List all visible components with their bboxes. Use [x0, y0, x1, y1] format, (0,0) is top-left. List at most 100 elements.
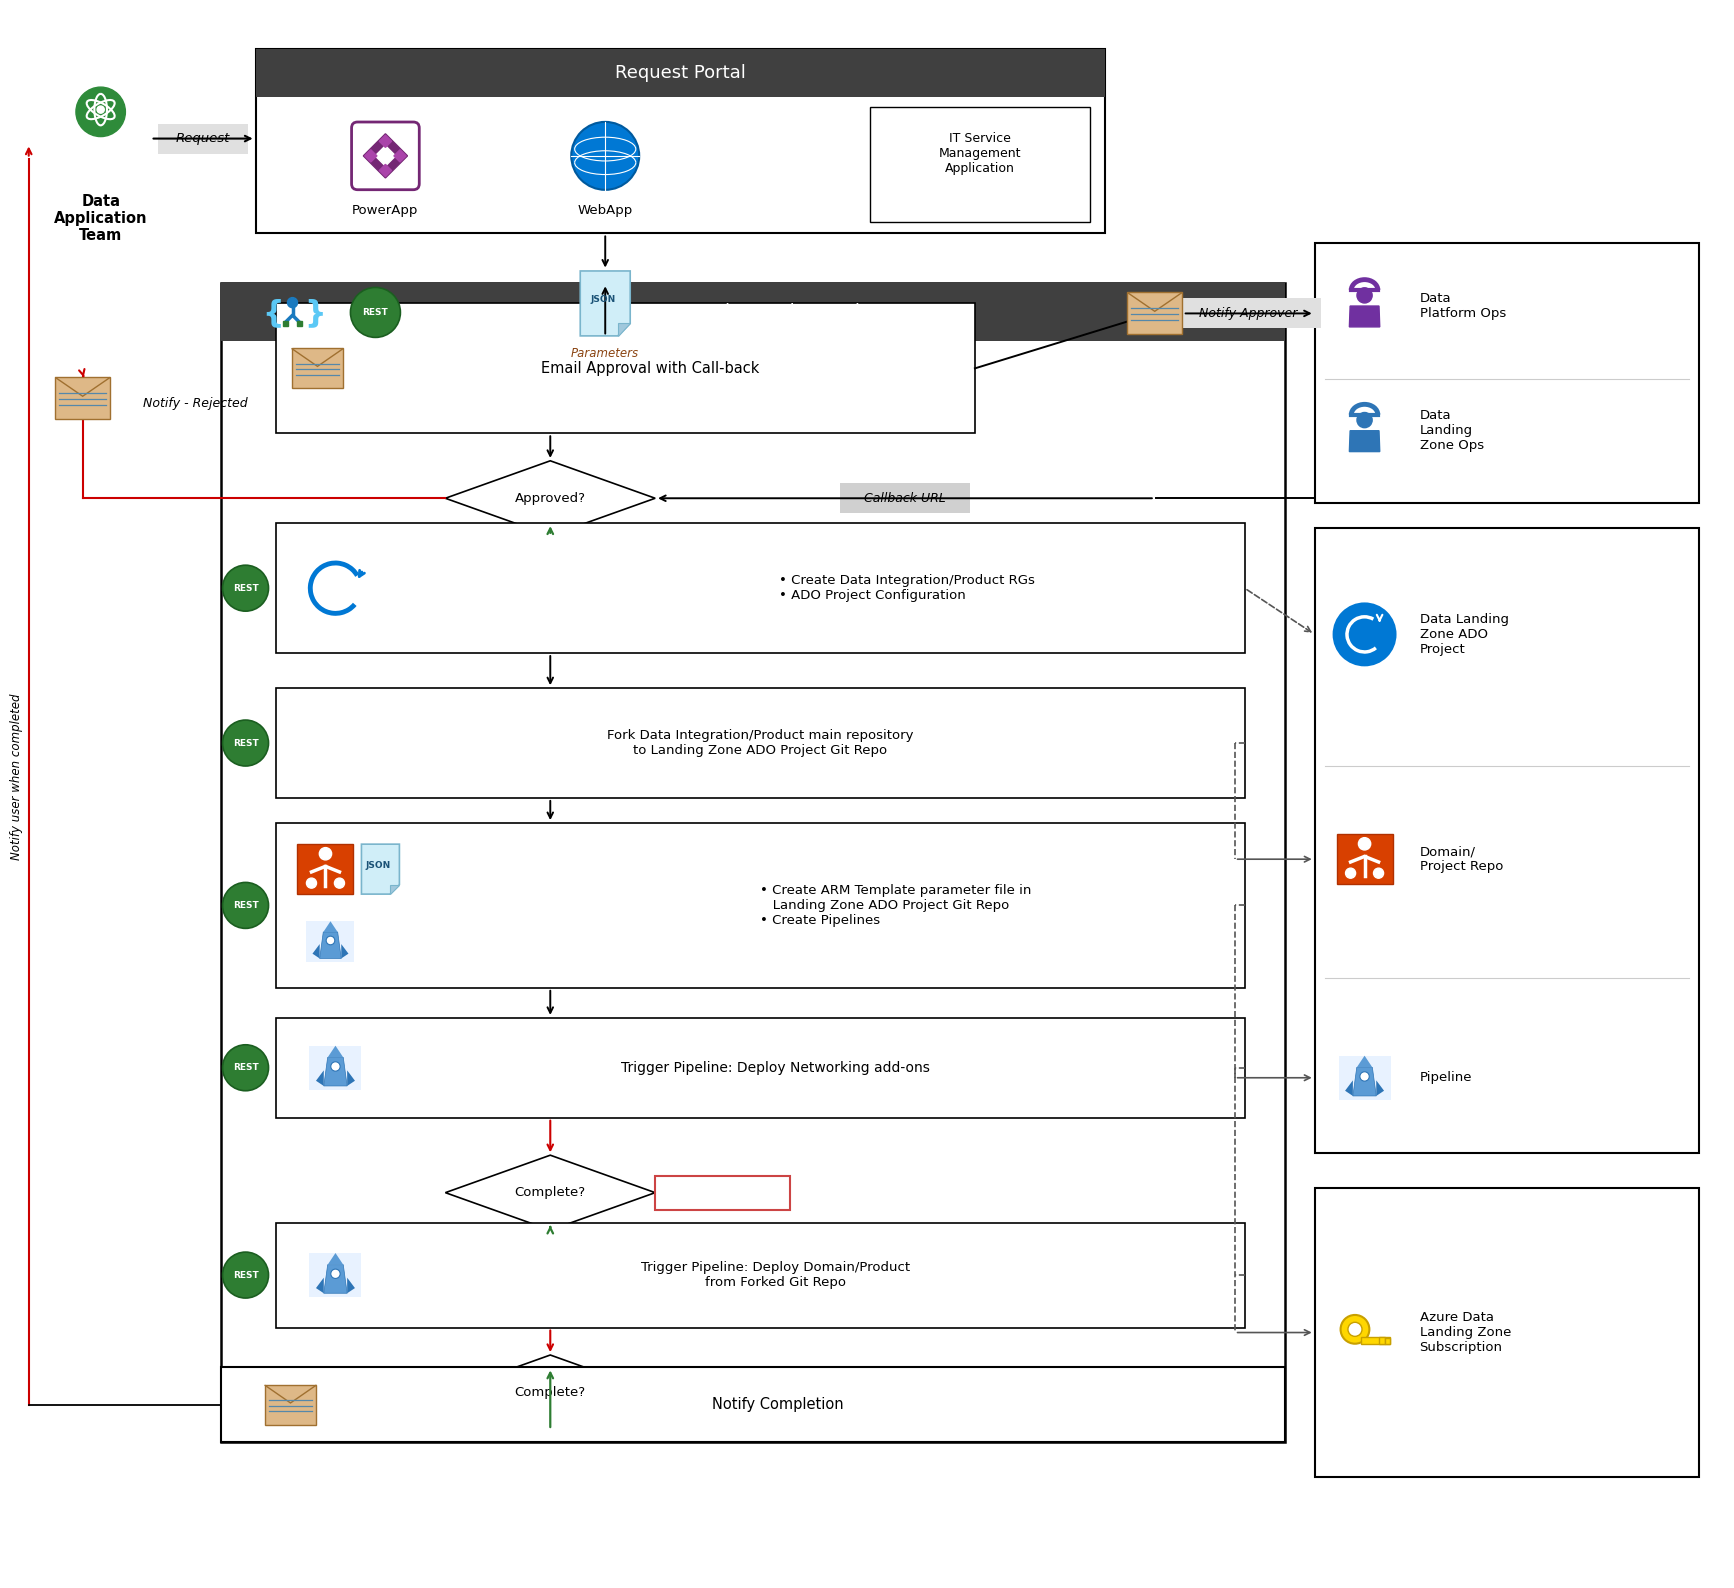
- Polygon shape: [1346, 1080, 1353, 1096]
- Text: PowerApp: PowerApp: [352, 205, 418, 218]
- Text: Data
Application
Team: Data Application Team: [54, 194, 147, 243]
- FancyBboxPatch shape: [297, 321, 302, 327]
- Circle shape: [1373, 869, 1384, 878]
- Polygon shape: [617, 324, 629, 337]
- Text: REST: REST: [362, 308, 388, 318]
- Polygon shape: [361, 845, 399, 894]
- Circle shape: [288, 297, 298, 308]
- Polygon shape: [1349, 306, 1380, 327]
- Circle shape: [331, 1269, 340, 1278]
- Text: • Create ARM Template parameter file in
   Landing Zone ADO Project Git Repo
• C: • Create ARM Template parameter file in …: [759, 885, 1032, 927]
- FancyBboxPatch shape: [255, 49, 1105, 97]
- Text: {: {: [262, 299, 284, 327]
- FancyBboxPatch shape: [307, 921, 354, 962]
- Circle shape: [307, 878, 317, 888]
- Text: Notify - Rejected: Notify - Rejected: [142, 397, 248, 410]
- Text: Fork Data Integration/Product main repository
to Landing Zone ADO Project Git Re: Fork Data Integration/Product main repos…: [607, 729, 914, 757]
- Polygon shape: [581, 272, 629, 337]
- FancyBboxPatch shape: [1385, 1339, 1391, 1343]
- Text: Trigger Pipeline: Deploy Networking add-ons: Trigger Pipeline: Deploy Networking add-…: [621, 1061, 929, 1075]
- FancyBboxPatch shape: [309, 1045, 361, 1089]
- Text: WebApp: WebApp: [577, 205, 633, 218]
- Text: Parameters: Parameters: [570, 346, 640, 360]
- FancyBboxPatch shape: [309, 1253, 361, 1297]
- FancyBboxPatch shape: [870, 106, 1089, 221]
- Circle shape: [1358, 413, 1372, 427]
- Text: Notify Approver: Notify Approver: [1200, 306, 1297, 319]
- FancyBboxPatch shape: [283, 321, 288, 327]
- Polygon shape: [380, 135, 392, 148]
- Text: Complete?: Complete?: [515, 1386, 586, 1399]
- FancyBboxPatch shape: [276, 688, 1245, 799]
- FancyBboxPatch shape: [655, 1375, 791, 1410]
- Polygon shape: [342, 945, 349, 959]
- Circle shape: [222, 565, 269, 611]
- Text: Complete?: Complete?: [515, 1186, 586, 1199]
- FancyBboxPatch shape: [276, 823, 1245, 988]
- Circle shape: [222, 883, 269, 929]
- Circle shape: [335, 878, 345, 888]
- Polygon shape: [375, 146, 395, 167]
- Polygon shape: [347, 1278, 355, 1293]
- Text: Data Landing
Zone ADO
Project: Data Landing Zone ADO Project: [1420, 613, 1509, 656]
- Circle shape: [1358, 837, 1370, 850]
- FancyBboxPatch shape: [1361, 1337, 1391, 1343]
- FancyBboxPatch shape: [255, 49, 1105, 233]
- Text: Notify Completion: Notify Completion: [711, 1397, 843, 1412]
- FancyBboxPatch shape: [1314, 243, 1699, 503]
- FancyBboxPatch shape: [276, 522, 1245, 653]
- FancyBboxPatch shape: [276, 303, 975, 434]
- Text: REST: REST: [232, 1064, 258, 1072]
- Circle shape: [326, 937, 335, 945]
- Polygon shape: [364, 149, 376, 162]
- Circle shape: [222, 719, 269, 765]
- Text: Request Portal: Request Portal: [616, 64, 746, 81]
- Text: Approved?: Approved?: [515, 492, 586, 505]
- FancyBboxPatch shape: [220, 283, 1285, 1442]
- Circle shape: [331, 1062, 340, 1072]
- Text: IT Service
Management
Application: IT Service Management Application: [938, 132, 1021, 175]
- Text: Notify user when completed: Notify user when completed: [10, 694, 23, 861]
- Circle shape: [1340, 1315, 1370, 1343]
- FancyBboxPatch shape: [1127, 292, 1183, 335]
- Polygon shape: [347, 1070, 355, 1086]
- FancyBboxPatch shape: [655, 1175, 791, 1210]
- Polygon shape: [364, 133, 407, 178]
- Polygon shape: [390, 885, 399, 894]
- FancyBboxPatch shape: [298, 843, 354, 894]
- Text: Email Approval with Call-back: Email Approval with Call-back: [541, 360, 759, 376]
- Polygon shape: [1353, 1067, 1377, 1096]
- FancyBboxPatch shape: [220, 283, 1285, 341]
- FancyBboxPatch shape: [1337, 834, 1392, 885]
- Text: Data
Landing
Zone Ops: Data Landing Zone Ops: [1420, 408, 1484, 453]
- FancyBboxPatch shape: [1379, 1337, 1385, 1343]
- Polygon shape: [446, 1154, 655, 1231]
- Polygon shape: [394, 149, 406, 162]
- FancyBboxPatch shape: [291, 348, 343, 389]
- Circle shape: [1333, 602, 1396, 667]
- Circle shape: [222, 1045, 269, 1091]
- Polygon shape: [328, 1253, 343, 1264]
- Polygon shape: [1349, 430, 1380, 451]
- Polygon shape: [1377, 1080, 1384, 1096]
- Text: • Create Data Integration/Product RGs
• ADO Project Configuration: • Create Data Integration/Product RGs • …: [780, 575, 1035, 602]
- Text: REST: REST: [232, 584, 258, 592]
- FancyBboxPatch shape: [276, 1018, 1245, 1118]
- FancyBboxPatch shape: [220, 1367, 1285, 1442]
- FancyBboxPatch shape: [352, 122, 420, 189]
- FancyBboxPatch shape: [265, 1385, 317, 1424]
- Circle shape: [222, 1251, 269, 1297]
- FancyBboxPatch shape: [1177, 299, 1321, 329]
- Polygon shape: [312, 945, 319, 959]
- Text: REST: REST: [232, 900, 258, 910]
- Text: Domain/
Project Repo: Domain/ Project Repo: [1420, 845, 1503, 873]
- FancyBboxPatch shape: [839, 483, 969, 513]
- FancyBboxPatch shape: [55, 378, 111, 419]
- Polygon shape: [328, 1045, 343, 1058]
- Circle shape: [319, 848, 331, 861]
- Circle shape: [1358, 287, 1372, 303]
- Circle shape: [1346, 869, 1356, 878]
- Text: Request: Request: [175, 132, 231, 145]
- Circle shape: [97, 106, 104, 113]
- Text: JSON: JSON: [366, 861, 392, 870]
